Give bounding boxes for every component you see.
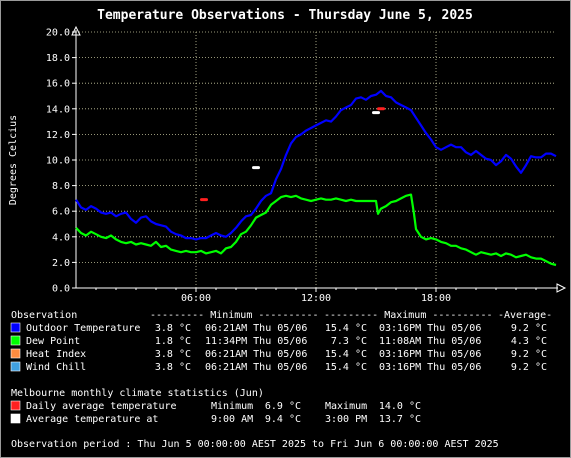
row-minimum-time: 06:21AM Thu 05/06: [205, 349, 307, 360]
y-tick-label: 20.0: [46, 28, 70, 39]
row-minimum: 3.8 °C: [155, 323, 191, 334]
climate-row-second-label: Maximum: [325, 401, 367, 412]
legend-swatch: [10, 348, 21, 359]
row-minimum: 3.8 °C: [155, 349, 191, 360]
y-tick-label: 16.0: [46, 79, 70, 90]
table-header-observation: Observation: [11, 310, 77, 321]
outdoor-temperature-line: [75, 89, 557, 241]
row-maximum-time: 03:16PM Thu 05/06: [379, 323, 481, 334]
x-axis-arrow: [556, 283, 567, 293]
y-tick-label: 14.0: [46, 104, 70, 115]
climate-marker: [200, 198, 208, 202]
series-lines: [75, 89, 557, 267]
row-maximum-time: 11:08AM Thu 05/06: [379, 336, 481, 347]
observation-rows: Outdoor Temperature 3.8 °C 06:21AM Thu 05/…: [10, 322, 547, 373]
climate-rows: Daily average temperature Minimum 6.9 °C Ma…: [10, 400, 421, 425]
row-label: Dew Point: [26, 336, 80, 347]
row-minimum: 3.8 °C: [155, 362, 191, 373]
y-tick-label: 12.0: [46, 130, 70, 141]
climate-row-second-value: 13.7 °C: [379, 414, 421, 425]
y-tick-label: 8.0: [52, 181, 70, 192]
table-header-average: -Average-: [498, 310, 552, 321]
row-minimum-time: 06:21AM Thu 05/06: [205, 323, 307, 334]
axes: [71, 25, 567, 293]
y-tick-label: 2.0: [52, 258, 70, 269]
climate-row-second-label: 3:00 PM: [325, 414, 367, 425]
row-maximum: 7.3 °C: [331, 336, 367, 347]
climate-row-first-value: 9.4 °C: [265, 414, 301, 425]
y-tick-label: 0.0: [52, 284, 70, 295]
row-minimum: 1.8 °C: [155, 336, 191, 347]
x-tick-labels: 06:00 12:00 18:00: [181, 293, 451, 304]
row-maximum: 15.4 °C: [325, 323, 367, 334]
row-average: 9.2 °C: [511, 323, 547, 334]
legend-swatch: [10, 322, 21, 333]
climate-marker: [252, 166, 260, 170]
legend-swatch: [10, 335, 21, 346]
climate-row-label: Average temperature at: [26, 414, 158, 425]
row-minimum-time: 06:21AM Thu 05/06: [205, 362, 307, 373]
y-axis-label: Degrees Celcius: [8, 115, 19, 205]
row-maximum: 15.4 °C: [325, 349, 367, 360]
row-label: Heat Index: [26, 349, 86, 360]
observation-table: Observation --------- Minimum ----------…: [11, 310, 552, 321]
climate-markers: [200, 107, 385, 202]
observation-period: Observation period : Thu Jun 5 00:00:00 …: [11, 439, 499, 450]
row-label: Wind Chill: [26, 362, 86, 373]
climate-row-label: Daily average temperature: [26, 401, 177, 412]
legend-swatch: [10, 361, 21, 372]
x-tick-label: 12:00: [301, 293, 331, 304]
y-tick-label: 6.0: [52, 207, 70, 218]
y-tick-label: 10.0: [46, 156, 70, 167]
row-average: 9.2 °C: [511, 362, 547, 373]
climate-swatch: [10, 400, 21, 411]
table-header-minimum: --------- Minimum ----------: [150, 310, 319, 321]
climate-row-first-value: 6.9 °C: [265, 401, 301, 412]
y-tick-label: 4.0: [52, 232, 70, 243]
row-maximum: 15.4 °C: [325, 362, 367, 373]
table-header-maximum: --------- Maximum ----------: [324, 310, 493, 321]
climate-row-first-label: 9:00 AM: [211, 414, 253, 425]
row-average: 4.3 °C: [511, 336, 547, 347]
grid-lines: [76, 31, 556, 288]
climate-marker: [372, 111, 380, 115]
climate-row-first-label: Minimum: [211, 401, 253, 412]
y-axis-arrow: [71, 25, 81, 36]
row-maximum-time: 03:16PM Thu 05/06: [379, 349, 481, 360]
climate-row-second-value: 14.0 °C: [379, 401, 421, 412]
dew-point-line: [75, 193, 557, 267]
x-tick-label: 18:00: [421, 293, 451, 304]
y-tick-label: 18.0: [46, 53, 70, 64]
climate-heading: Melbourne monthly climate statistics (Ju…: [11, 388, 264, 399]
row-minimum-time: 11:34PM Thu 05/06: [205, 336, 307, 347]
y-tick-labels: 0.0 2.0 4.0 6.0 8.0 10.0 12.0 14.0 16.0 18.0 20.0: [46, 28, 70, 295]
chart-title: Temperature Observations - Thursday June…: [97, 8, 473, 23]
climate-marker: [377, 107, 385, 111]
row-average: 9.2 °C: [511, 349, 547, 360]
x-tick-label: 06:00: [181, 293, 211, 304]
row-label: Outdoor Temperature: [26, 323, 140, 334]
row-maximum-time: 03:16PM Thu 05/06: [379, 362, 481, 373]
climate-swatch: [10, 413, 21, 424]
